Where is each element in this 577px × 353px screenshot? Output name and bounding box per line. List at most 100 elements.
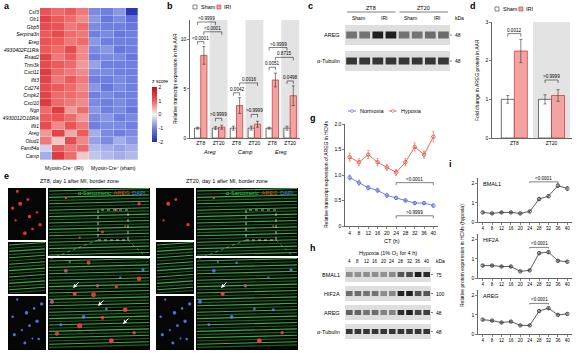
svg-text:0.0012: 0.0012 [507, 28, 521, 33]
svg-text:Ereg: Ereg [28, 39, 39, 45]
svg-text:Hypoxia: Hypoxia [401, 108, 422, 114]
svg-text:4930012O16Rik: 4930012O16Rik [3, 115, 40, 121]
svg-text:Sham: Sham [503, 6, 518, 12]
svg-text:20: 20 [518, 226, 524, 231]
svg-text:48: 48 [455, 32, 461, 38]
svg-text:4: 4 [481, 226, 484, 231]
svg-text:Fam84a: Fam84a [21, 145, 40, 151]
svg-text:Cxcl10: Cxcl10 [24, 100, 40, 106]
svg-text:Camp: Camp [26, 153, 40, 159]
svg-text:ZT20: ZT20 [546, 140, 558, 146]
svg-text:<0.0001: <0.0001 [204, 26, 221, 31]
svg-text:24: 24 [527, 282, 533, 287]
svg-text:4: 4 [481, 338, 484, 343]
svg-text:>0.9999: >0.9999 [406, 210, 423, 215]
svg-text:ZT8, day 1 after MI, border zo: ZT8, day 1 after MI, border zone [40, 178, 119, 184]
svg-text:BMAL1: BMAL1 [322, 272, 340, 278]
svg-text:Rsad2: Rsad2 [25, 54, 40, 60]
svg-text:Tnni3k: Tnni3k [24, 62, 40, 68]
svg-text:b: b [167, 1, 173, 11]
svg-text:8: 8 [491, 282, 494, 287]
svg-text:α-Tubulin: α-Tubulin [317, 58, 340, 64]
svg-text:0: 0 [339, 223, 342, 229]
svg-text:16: 16 [508, 282, 514, 287]
svg-text:0.0051: 0.0051 [265, 61, 279, 66]
svg-text:<0.0001: <0.0001 [406, 177, 423, 182]
svg-text:Normoxia: Normoxia [360, 108, 384, 114]
svg-text:0.5: 0.5 [334, 197, 341, 203]
svg-text:1: 1 [159, 98, 162, 104]
svg-text:40: 40 [565, 226, 571, 231]
svg-text:1: 1 [472, 256, 475, 262]
svg-text:<0.0001: <0.0001 [531, 241, 548, 246]
svg-text:Gbp5: Gbp5 [27, 24, 39, 30]
svg-text:ZT8: ZT8 [196, 140, 205, 146]
svg-text:28: 28 [537, 338, 543, 343]
svg-text:ZT20: ZT20 [417, 5, 430, 11]
svg-text:g: g [310, 113, 316, 123]
svg-text:α-Sarcomeric AREG DAPI: α-Sarcomeric AREG DAPI [226, 190, 294, 196]
svg-text:2: 2 [472, 180, 475, 186]
svg-text:1.0: 1.0 [334, 172, 341, 178]
svg-text:28: 28 [398, 259, 404, 264]
svg-text:32: 32 [546, 338, 552, 343]
svg-text:Areg: Areg [27, 130, 39, 136]
svg-text:16: 16 [508, 338, 514, 343]
svg-text:0.0042: 0.0042 [230, 87, 244, 92]
svg-text:ZT8: ZT8 [366, 5, 376, 11]
svg-text:IRI: IRI [224, 4, 232, 10]
svg-text:0.0016: 0.0016 [242, 77, 256, 82]
svg-text:0: 0 [159, 111, 162, 117]
svg-text:>0.9999: >0.9999 [198, 16, 215, 21]
svg-text:28: 28 [403, 230, 409, 236]
svg-text:ZT8: ZT8 [510, 140, 519, 146]
svg-text:36: 36 [421, 230, 427, 236]
svg-text:40: 40 [431, 230, 437, 236]
svg-text:Fold change in AREG protein in: Fold change in AREG protein in AAR [474, 39, 480, 121]
svg-text:1: 1 [472, 200, 475, 206]
svg-text:8: 8 [491, 338, 494, 343]
svg-text:<0.0001: <0.0001 [531, 297, 548, 302]
svg-text:z score: z score [152, 78, 168, 84]
svg-text:12: 12 [499, 338, 505, 343]
svg-text:1.5: 1.5 [334, 146, 341, 152]
svg-text:8: 8 [491, 226, 494, 231]
svg-text:4930402F11Rik: 4930402F11Rik [4, 47, 39, 53]
svg-text:-1: -1 [159, 125, 164, 131]
svg-text:2: 2 [472, 292, 475, 298]
svg-text:0: 0 [472, 331, 475, 337]
svg-text:Sham: Sham [201, 4, 216, 10]
svg-text:75: 75 [436, 272, 442, 278]
svg-text:AREG: AREG [483, 293, 499, 299]
svg-text:100: 100 [436, 291, 445, 297]
svg-text:>0.9999: >0.9999 [210, 112, 227, 117]
svg-text:ZT20: ZT20 [213, 140, 225, 146]
svg-text:4: 4 [348, 259, 351, 264]
svg-text:Serpina3n: Serpina3n [16, 31, 39, 37]
svg-text:40: 40 [424, 259, 430, 264]
svg-text:0.0498: 0.0498 [283, 75, 297, 80]
svg-text:16: 16 [508, 226, 514, 231]
svg-text:Relative transcript expression: Relative transcript expression of AREG i… [323, 121, 329, 228]
svg-text:Cmpk2: Cmpk2 [23, 92, 39, 98]
svg-text:4: 4 [481, 282, 484, 287]
svg-text:Ereg: Ereg [275, 149, 288, 155]
svg-text:2: 2 [159, 84, 162, 90]
svg-text:kDa: kDa [455, 15, 464, 21]
svg-text:36: 36 [555, 338, 561, 343]
svg-text:36: 36 [555, 226, 561, 231]
svg-text:20: 20 [518, 282, 524, 287]
svg-text:28: 28 [537, 226, 543, 231]
svg-text:16: 16 [375, 230, 381, 236]
svg-text:h: h [310, 243, 316, 253]
svg-text:20: 20 [384, 230, 390, 236]
svg-text:d: d [470, 1, 476, 11]
svg-text:Cxcl11: Cxcl11 [24, 69, 39, 75]
svg-text:0: 0 [486, 135, 489, 141]
svg-text:<0.0001: <0.0001 [192, 36, 209, 41]
svg-text:ZT20: ZT20 [249, 140, 261, 146]
svg-text:Csf3: Csf3 [29, 9, 40, 15]
svg-text:e: e [4, 171, 9, 181]
svg-text:32: 32 [546, 282, 552, 287]
svg-text:2: 2 [472, 236, 475, 242]
